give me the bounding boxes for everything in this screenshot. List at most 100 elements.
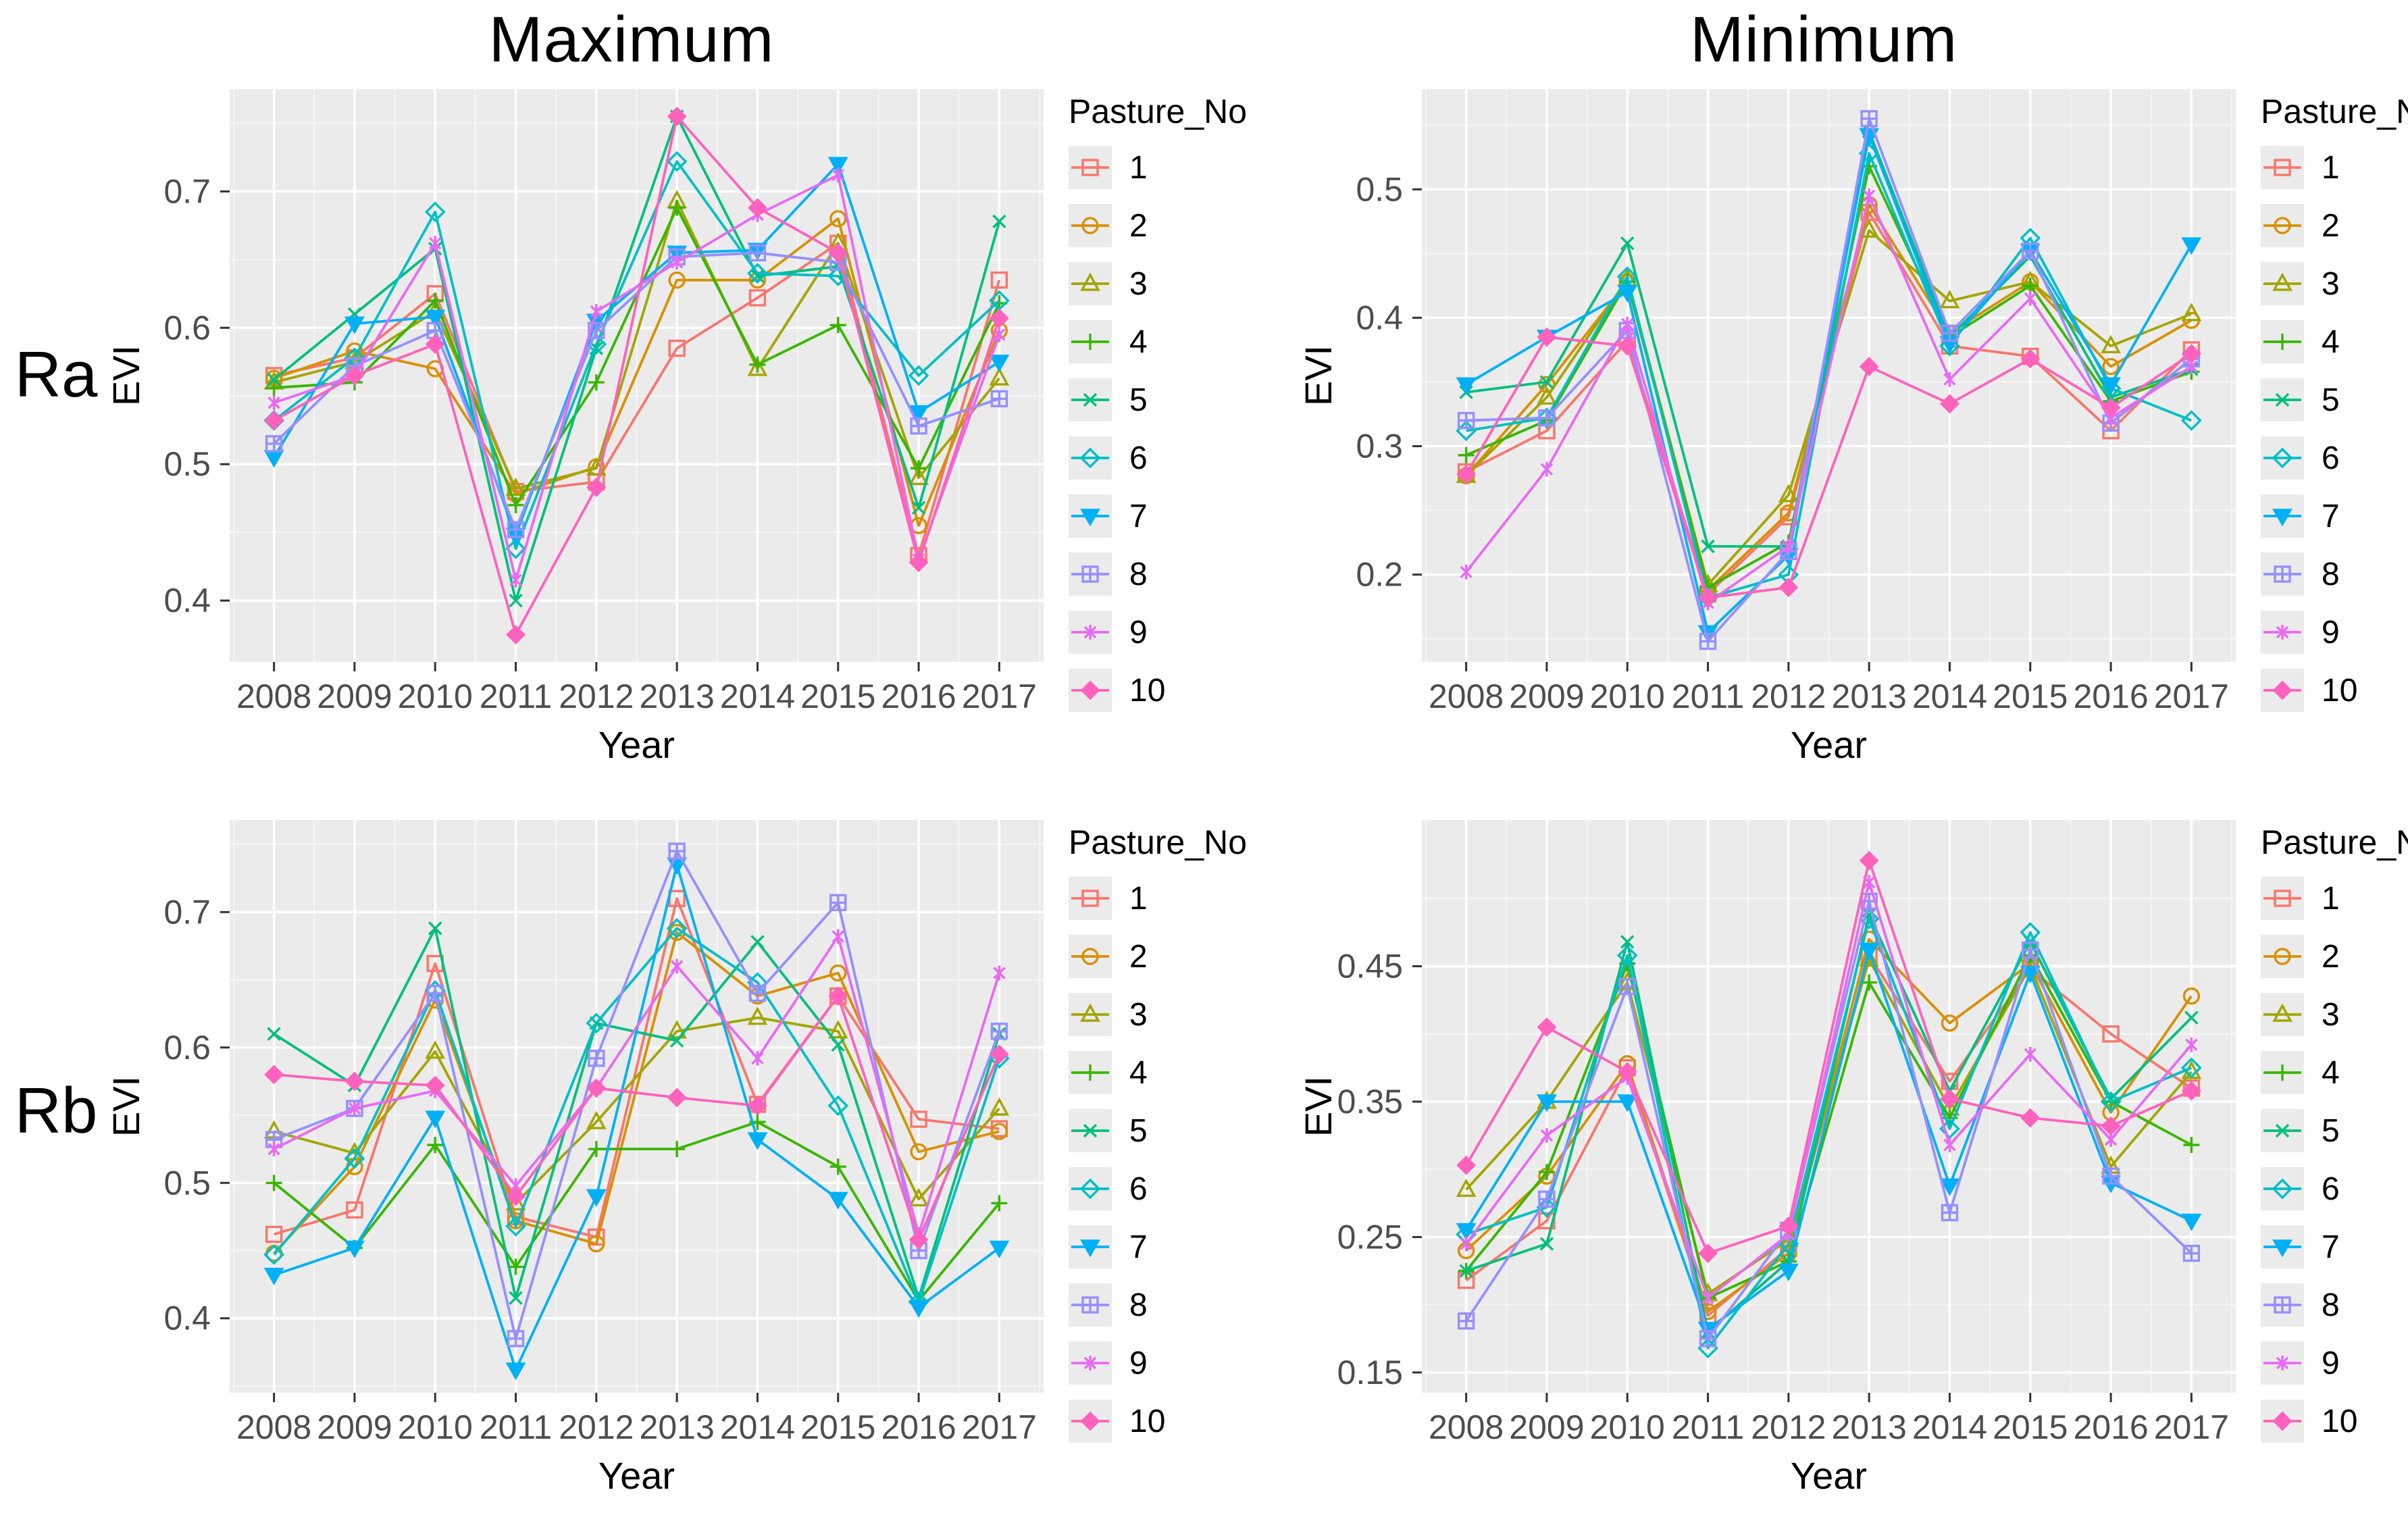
svg-text:2008: 2008 <box>236 677 311 715</box>
svg-text:2014: 2014 <box>1912 677 1987 715</box>
svg-text:2015: 2015 <box>1993 677 2068 715</box>
svg-text:2017: 2017 <box>962 677 1037 715</box>
svg-text:EVI: EVI <box>1297 1076 1339 1137</box>
legend-item-label: 3 <box>2322 996 2340 1033</box>
series-8-marker-icon <box>1069 1283 1112 1327</box>
series-10-markers <box>264 986 1009 1250</box>
svg-text:2017: 2017 <box>962 1408 1037 1446</box>
svg-text:2014: 2014 <box>720 1408 795 1446</box>
series-10-markers <box>1456 327 2201 608</box>
legend-item-label: 10 <box>1129 672 1166 709</box>
svg-text:2008: 2008 <box>1429 677 1504 715</box>
legend-item-6: 6 <box>2261 436 2408 480</box>
legend-item-label: 9 <box>2322 614 2340 650</box>
svg-text:2015: 2015 <box>800 677 875 715</box>
svg-text:2012: 2012 <box>559 1408 634 1446</box>
column-title-minimum: Minimum <box>1689 3 1958 76</box>
legend-item-label: 1 <box>1129 149 1148 186</box>
legend-item-3: 3 <box>1069 993 1216 1036</box>
svg-text:2008: 2008 <box>236 1408 311 1446</box>
svg-text:0.15: 0.15 <box>1337 1354 1403 1391</box>
chart-ra-minimum: 0.2 0.3 0.4 0.5 2008 2009 2010 2011 2012 2013 2014… <box>1297 89 2236 766</box>
legend-item-label: 4 <box>2322 1054 2340 1091</box>
legend-item-label: 2 <box>2322 207 2340 244</box>
legend-item-label: 9 <box>2322 1345 2340 1381</box>
svg-text:0.45: 0.45 <box>1337 948 1403 985</box>
series-9-marker-icon <box>2261 1341 2304 1385</box>
legend-title: Pasture_No <box>2261 823 2408 861</box>
legend-item-label: 8 <box>2322 556 2340 592</box>
series-1-marker-icon <box>2261 877 2304 920</box>
svg-text:2017: 2017 <box>2154 677 2229 715</box>
svg-text:2010: 2010 <box>1590 1408 1665 1446</box>
legend-item-5: 5 <box>1069 1109 1216 1152</box>
svg-text:2013: 2013 <box>640 1408 715 1446</box>
legend-item-4: 4 <box>2261 320 2408 363</box>
series-9-marker-icon <box>1069 1341 1112 1385</box>
panel-rb-maximum: 0.4 0.5 0.6 0.7 2008 2009 2010 2011 2012 2013 2014… <box>101 811 1247 1513</box>
legend-item-1: 1 <box>1069 877 1216 920</box>
series-10-markers <box>1456 850 2201 1263</box>
svg-text:2012: 2012 <box>1751 677 1826 715</box>
legend-item-label: 4 <box>2322 324 2340 360</box>
legend-item-1: 1 <box>2261 146 2408 189</box>
legend-item-label: 10 <box>2322 1403 2358 1439</box>
series-9-marker-icon <box>2261 611 2304 654</box>
legend-item-9: 9 <box>1069 611 1216 654</box>
legend-item-10: 10 <box>2261 669 2408 712</box>
svg-text:0.4: 0.4 <box>163 582 211 619</box>
svg-text:Year: Year <box>1791 1454 1867 1497</box>
series-8-marker-icon <box>2261 1283 2304 1327</box>
series-4-marker-icon <box>2261 1051 2304 1094</box>
series-10-markers <box>264 106 1009 645</box>
legend-item-5: 5 <box>2261 1109 2408 1152</box>
series-5-marker-icon <box>1069 378 1112 421</box>
legend-item-8: 8 <box>1069 553 1216 596</box>
svg-text:2017: 2017 <box>2154 1408 2229 1446</box>
series-2-marker-icon <box>1069 204 1112 247</box>
svg-text:0.4: 0.4 <box>163 1300 211 1337</box>
svg-text:2008: 2008 <box>1429 1408 1504 1446</box>
series-7-marker-icon <box>2261 1225 2304 1268</box>
svg-text:2011: 2011 <box>1672 677 1745 715</box>
panel-rb-minimum: 0.15 0.25 0.35 0.45 2008 2009 2010 2011 2012 2013… <box>1293 811 2408 1513</box>
legend-item-7: 7 <box>2261 494 2408 538</box>
legend-item-label: 5 <box>1129 1112 1148 1149</box>
svg-text:0.5: 0.5 <box>163 445 211 483</box>
svg-text:2016: 2016 <box>2073 677 2148 715</box>
series-1-marker-icon <box>1069 146 1112 189</box>
series-5-marker-icon <box>1069 1109 1112 1152</box>
legend-item-10: 10 <box>2261 1400 2408 1443</box>
legend-item-1: 1 <box>1069 146 1216 189</box>
series-5-marker-icon <box>2261 378 2304 421</box>
legend-item-label: 5 <box>2322 382 2340 418</box>
series-4-marker-icon <box>1069 1051 1112 1094</box>
legend-item-label: 6 <box>1129 440 1148 476</box>
series-3-marker-icon <box>2261 993 2304 1036</box>
series-9-marker-icon <box>1069 611 1112 654</box>
series-10-marker-icon <box>2261 669 2304 712</box>
legend-item-label: 1 <box>2322 149 2340 186</box>
svg-text:0.4: 0.4 <box>1356 299 1403 336</box>
legend-item-3: 3 <box>2261 993 2408 1036</box>
panel-ra-maximum: 0.4 0.5 0.6 0.7 2008 2009 2010 2011 2012 2013 2014… <box>101 80 1247 782</box>
series-7-marker-icon <box>1069 494 1112 538</box>
series-7-markers <box>263 857 1010 1381</box>
series-7-marker-icon <box>1069 1225 1112 1268</box>
svg-text:2013: 2013 <box>640 677 715 715</box>
series-8-marker-icon <box>2261 553 2304 596</box>
legend-item-2: 2 <box>1069 204 1216 247</box>
series-4-markers <box>265 199 1008 513</box>
series-6-marker-icon <box>2261 436 2304 480</box>
panel-ra-minimum: 0.2 0.3 0.4 0.5 2008 2009 2010 2011 2012 2013 2014… <box>1293 80 2408 782</box>
svg-text:2010: 2010 <box>398 677 473 715</box>
legend-item-4: 4 <box>1069 1051 1216 1094</box>
series-4-marker-icon <box>2261 320 2304 363</box>
legend-rb-maximum: Pasture_No 1 2 3 4 5 6 7 8 9 10 <box>1069 823 1247 1458</box>
legend-rb-minimum: Pasture_No 1 2 3 4 5 6 7 8 9 10 <box>2261 823 2408 1458</box>
svg-text:2009: 2009 <box>1509 1408 1584 1446</box>
svg-text:2013: 2013 <box>1832 1408 1907 1446</box>
svg-text:2009: 2009 <box>317 1408 392 1446</box>
legend-item-label: 7 <box>1129 1229 1148 1265</box>
legend-item-label: 8 <box>1129 1287 1148 1323</box>
